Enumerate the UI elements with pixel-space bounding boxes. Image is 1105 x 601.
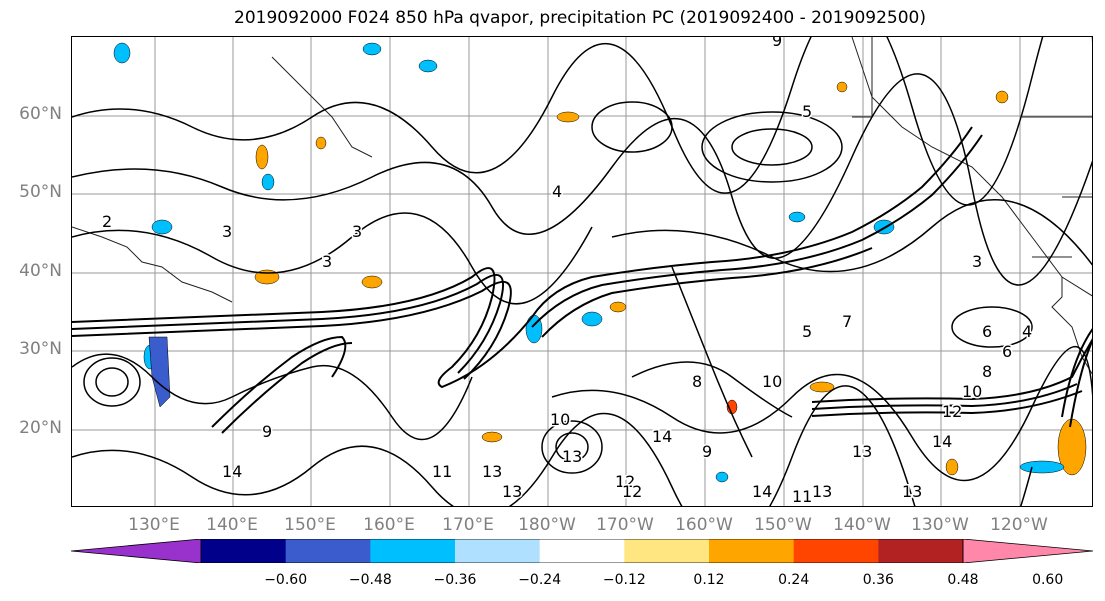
colorbar-tick-label: 0.60 — [1032, 572, 1064, 588]
colorbar-tick-label: 0.36 — [862, 572, 894, 588]
contour-label: 6 — [1002, 342, 1012, 361]
contour-label: 13 — [482, 462, 502, 481]
colorbar-segment — [624, 539, 710, 563]
contour-label: 13 — [902, 482, 922, 501]
colorbar-segment — [285, 539, 371, 563]
longitude-label: 150°W — [754, 515, 812, 535]
latitude-label: 40°N — [19, 261, 62, 281]
colorbar-segment — [878, 539, 964, 563]
longitude-label: 120°W — [990, 515, 1048, 535]
contour-label: 11 — [792, 487, 812, 506]
contour-label: 14 — [222, 462, 242, 481]
graticule — [72, 37, 1092, 506]
colorbar-tick-label: −0.36 — [433, 572, 477, 588]
longitude-label: 140°E — [206, 515, 258, 535]
precipitation-shading — [113, 42, 1087, 483]
longitude-label: 170°W — [596, 515, 654, 535]
longitude-label: 170°E — [442, 515, 494, 535]
colorbar-tick-label: −0.60 — [264, 572, 308, 588]
contour-label: 10 — [962, 382, 982, 401]
colorbar-segment — [539, 539, 625, 563]
colorbar-segment — [455, 539, 541, 563]
contour-label: 14 — [932, 432, 952, 451]
colorbar-tick-label: 0.12 — [693, 572, 725, 588]
contour-label: 12 — [942, 402, 962, 421]
contour-label: 13 — [502, 482, 522, 501]
latitude-label: 20°N — [19, 418, 62, 438]
colorbar-tick-label: 0.48 — [947, 572, 979, 588]
contour-label: 13 — [812, 482, 832, 501]
contour-label: 5 — [802, 102, 812, 121]
latitude-label: 60°N — [19, 104, 62, 124]
contour-label: 10 — [550, 410, 570, 429]
colorbar-segment — [370, 539, 456, 563]
contour-label: 14 — [652, 427, 672, 446]
colorbar-segment — [793, 539, 879, 563]
colorbar-frame — [200, 539, 964, 563]
contour-label: 14 — [752, 482, 772, 501]
contour-label: 9 — [772, 37, 782, 50]
colorbar-tick-label: 0.24 — [778, 572, 810, 588]
contour-label: 4 — [552, 182, 562, 201]
contour-label: 13 — [562, 447, 582, 466]
map-title: 2019092000 F024 850 hPa qvapor, precipit… — [234, 8, 926, 28]
contour-label: 12 — [622, 482, 642, 501]
colorbar-left-extension — [71, 539, 202, 563]
contour-label: 4 — [1022, 322, 1032, 341]
contour-label: 8 — [692, 372, 702, 391]
qvapor-contours — [72, 37, 1092, 506]
colorbar-tick-label: −0.24 — [518, 572, 562, 588]
dense-contour-band — [72, 126, 1092, 434]
contour-label: 5 — [802, 322, 812, 341]
precipitation-colorbar — [71, 539, 1093, 563]
longitude-label: 160°E — [363, 515, 415, 535]
contour-label: 13 — [852, 442, 872, 461]
contour-label: 3 — [352, 222, 362, 241]
colorbar-segment — [709, 539, 795, 563]
colorbar-tick-label: −0.12 — [602, 572, 646, 588]
colorbar-tick-label: −0.48 — [348, 572, 392, 588]
contour-label: 3 — [322, 252, 332, 271]
contour-label: 9 — [702, 442, 712, 461]
map-panel: 5 3 4 2 3 3 8 10 12 13 14 13 11 13 10 9 14 12 6 3 5 7 9 11 13 13 1… — [71, 36, 1093, 507]
longitude-label: 130°W — [911, 515, 969, 535]
longitude-label: 140°W — [833, 515, 891, 535]
longitude-label: 130°E — [128, 515, 180, 535]
contour-label: 3 — [972, 252, 982, 271]
contour-label: 6 — [982, 322, 992, 341]
latitude-label: 30°N — [19, 339, 62, 359]
contour-label: 11 — [432, 462, 452, 481]
contour-label: 8 — [982, 362, 992, 381]
contour-label: 3 — [222, 222, 232, 241]
colorbar-right-extension — [962, 539, 1093, 563]
contour-label: 9 — [262, 422, 272, 441]
longitude-label: 180°W — [518, 515, 576, 535]
contour-label: 12 — [615, 472, 635, 491]
latitude-label: 50°N — [19, 182, 62, 202]
longitude-label: 160°W — [675, 515, 733, 535]
colorbar-segment — [201, 539, 287, 563]
coastlines — [72, 37, 1092, 375]
longitude-label: 150°E — [284, 515, 336, 535]
contour-label: 7 — [842, 312, 852, 331]
contour-label: 2 — [102, 212, 112, 231]
contour-label: 10 — [762, 372, 782, 391]
